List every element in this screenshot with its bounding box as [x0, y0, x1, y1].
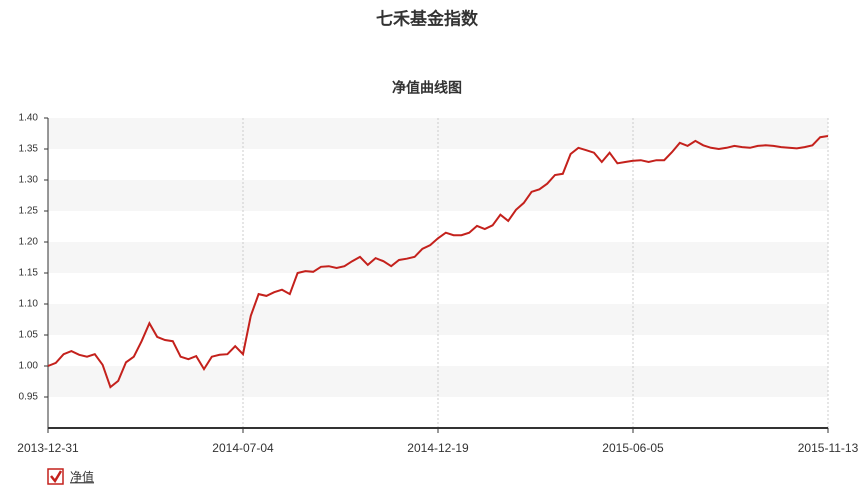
y-tick-label: 0.95 — [19, 392, 39, 403]
x-tick-label: 2014-07-04 — [212, 441, 274, 455]
legend[interactable]: 净值 — [47, 468, 94, 485]
x-tick-label: 2014-12-19 — [407, 441, 469, 455]
legend-check — [50, 470, 63, 484]
x-tick-label: 2013-12-31 — [17, 441, 79, 455]
y-tick-label: 1.25 — [19, 206, 39, 217]
y-tick-label: 1.30 — [19, 175, 39, 186]
legend-label[interactable]: 净值 — [70, 469, 94, 484]
y-tick-label: 1.35 — [19, 144, 39, 155]
y-tick-label: 1.10 — [19, 299, 39, 310]
y-tick-label: 1.00 — [19, 361, 39, 372]
plot: 0.95 1.00 1.05 1.10 1.15 1.20 1.25 1.30 1.35 1.40… — [17, 113, 858, 456]
y-tick-label: 1.15 — [19, 268, 39, 279]
chart-subtitle: 净值曲线图 — [392, 80, 462, 96]
y-tick-label: 1.05 — [19, 330, 39, 341]
x-tick-label: 2015-06-05 — [602, 441, 664, 455]
y-tick-label: 1.20 — [19, 237, 39, 248]
y-tick-label: 1.40 — [19, 113, 39, 124]
series-line — [47, 135, 829, 389]
x-tick-label: 2015-11-13 — [798, 441, 859, 455]
chart-title: 七禾基金指数 — [376, 8, 479, 28]
